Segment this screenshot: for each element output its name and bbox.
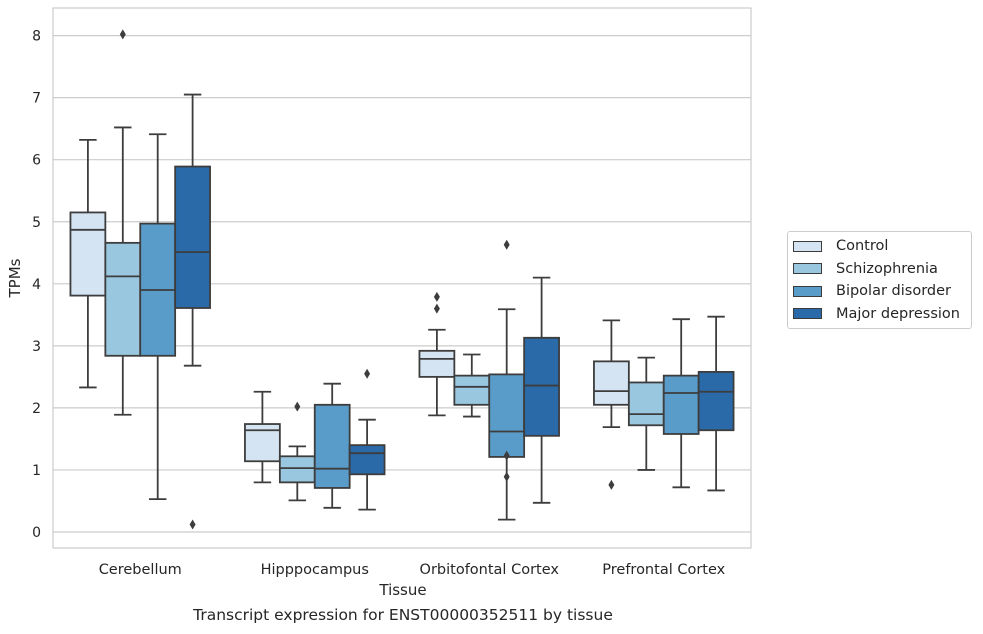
y-tick-label: 5 bbox=[32, 215, 41, 231]
legend-label: Bipolar disorder bbox=[836, 283, 951, 300]
box-bipolar-disorder bbox=[488, 239, 526, 521]
outlier-point bbox=[503, 471, 510, 482]
plot-area bbox=[69, 29, 735, 530]
legend-swatch bbox=[793, 263, 822, 275]
legend: Control Schizophrenia Bipolar disorder Majo… bbox=[787, 231, 972, 329]
legend-item: Schizophrenia bbox=[788, 258, 971, 281]
box-schizophrenia bbox=[278, 401, 316, 502]
x-axis-label: Tissue bbox=[378, 581, 426, 599]
box-body bbox=[418, 349, 456, 378]
box-body bbox=[348, 444, 386, 476]
box-control bbox=[593, 319, 630, 490]
box-body bbox=[627, 381, 665, 427]
box-bipolar-disorder bbox=[662, 318, 700, 489]
x-tick-label: Cerebellum bbox=[99, 562, 182, 578]
box-bipolar-disorder bbox=[139, 133, 177, 501]
y-tick-label: 4 bbox=[32, 277, 41, 293]
box-schizophrenia bbox=[627, 356, 665, 471]
box-body bbox=[488, 373, 526, 458]
box-schizophrenia bbox=[453, 353, 491, 418]
box-schizophrenia bbox=[104, 29, 142, 416]
y-tick-label: 1 bbox=[32, 463, 41, 479]
legend-swatch bbox=[793, 308, 822, 320]
box-major-depression bbox=[174, 93, 211, 530]
y-tick-label: 8 bbox=[32, 29, 41, 45]
box-body bbox=[523, 336, 560, 437]
box-body bbox=[662, 374, 700, 435]
outlier-point bbox=[433, 303, 440, 314]
box-body bbox=[593, 360, 630, 406]
y-tick-label: 2 bbox=[32, 401, 41, 417]
box-major-depression bbox=[348, 368, 386, 511]
outlier-point bbox=[119, 29, 126, 40]
y-tick-label: 0 bbox=[32, 525, 41, 541]
y-tick-label: 7 bbox=[32, 91, 41, 107]
box-body bbox=[69, 211, 107, 297]
legend-item: Control bbox=[788, 235, 971, 258]
y-tick-label: 6 bbox=[32, 153, 41, 169]
legend-item: Major depression bbox=[788, 303, 971, 326]
box-body bbox=[104, 241, 142, 357]
outlier-point bbox=[294, 401, 301, 412]
outlier-point bbox=[189, 519, 196, 530]
x-axis-ticks: Cerebellum Hipppocampus Orbitofontal Corte… bbox=[99, 562, 726, 578]
box-body bbox=[278, 455, 316, 484]
box-bipolar-disorder bbox=[313, 382, 351, 509]
x-tick-label: Orbitofontal Cortex bbox=[420, 562, 560, 578]
box-control bbox=[244, 390, 281, 484]
box-control bbox=[69, 138, 107, 389]
y-axis-label: TPMs bbox=[6, 258, 24, 298]
outlier-point bbox=[364, 368, 371, 379]
outlier-point bbox=[608, 479, 615, 490]
chart-caption: Transcript expression for ENST0000035251… bbox=[193, 606, 613, 624]
x-tick-label: Prefrontal Cortex bbox=[602, 562, 725, 578]
box-body bbox=[453, 374, 491, 406]
box-major-depression bbox=[697, 315, 735, 492]
y-axis-ticks: 0 1 2 3 4 5 6 7 8 bbox=[32, 29, 41, 541]
box-body bbox=[174, 165, 211, 309]
legend-label: Major depression bbox=[836, 305, 960, 322]
outlier-point bbox=[503, 239, 510, 250]
outlier-point bbox=[433, 291, 440, 302]
x-tick-label: Hipppocampus bbox=[261, 562, 369, 578]
box-body bbox=[313, 403, 351, 489]
outlier-point bbox=[503, 450, 510, 461]
box-control bbox=[418, 291, 456, 417]
plot-frame bbox=[52, 7, 752, 549]
box-major-depression bbox=[523, 276, 560, 504]
legend-item: Bipolar disorder bbox=[788, 280, 971, 303]
y-tick-label: 3 bbox=[32, 339, 41, 355]
box-body bbox=[697, 371, 735, 432]
legend-label: Schizophrenia bbox=[836, 260, 938, 277]
legend-label: Control bbox=[836, 238, 889, 255]
legend-swatch bbox=[793, 240, 822, 252]
legend-swatch bbox=[793, 285, 822, 297]
